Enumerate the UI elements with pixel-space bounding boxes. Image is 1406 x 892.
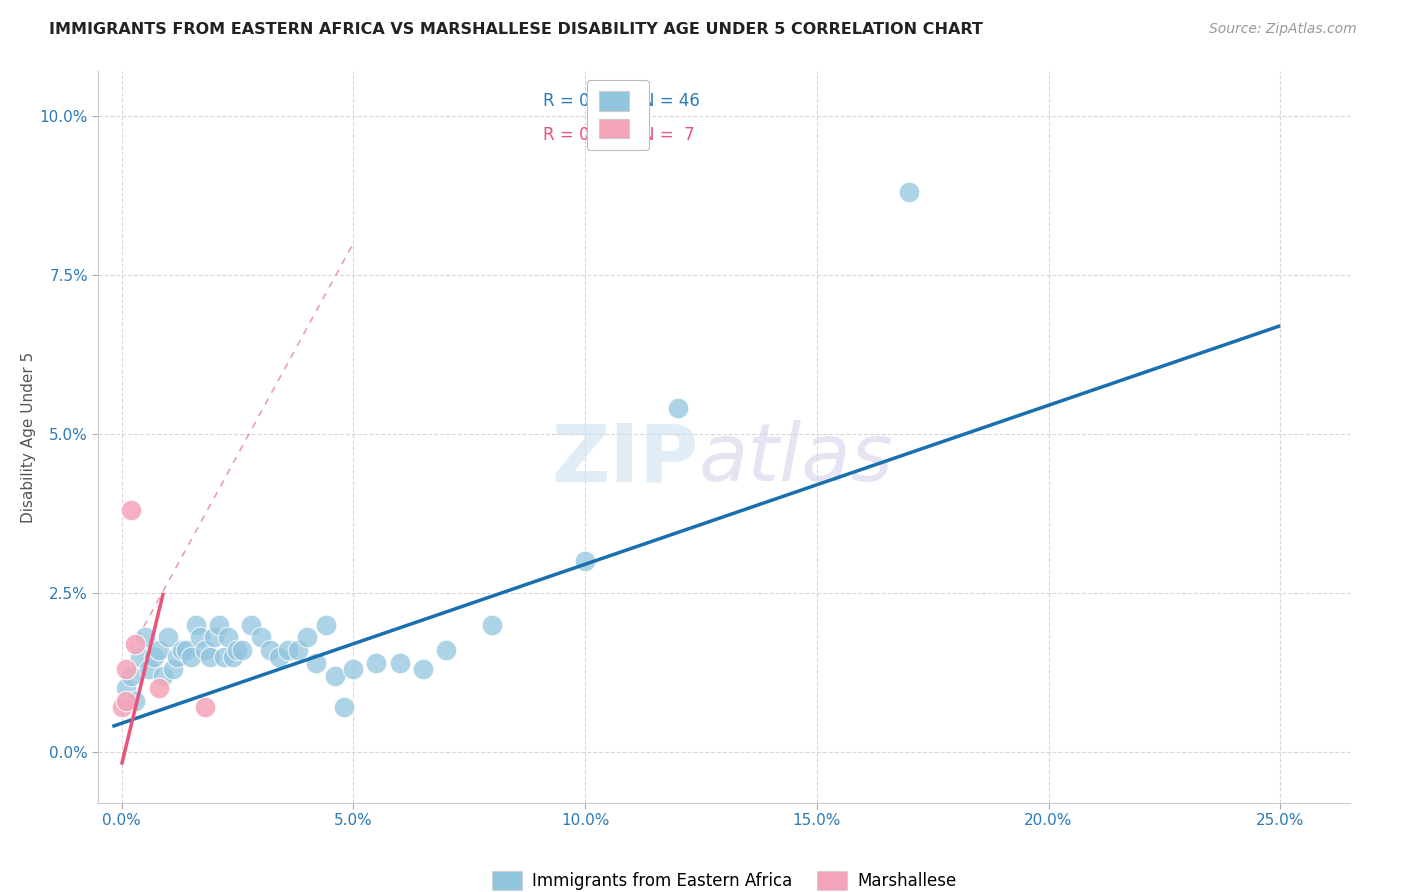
Text: atlas: atlas	[699, 420, 894, 498]
Point	[295, 631, 318, 645]
Point	[222, 649, 245, 664]
Point	[170, 643, 193, 657]
Point	[305, 656, 328, 670]
Point	[388, 656, 411, 670]
Point	[240, 617, 263, 632]
Point	[120, 668, 142, 682]
Point	[134, 631, 156, 645]
Point	[269, 649, 291, 664]
Point	[277, 643, 299, 657]
Point	[226, 643, 249, 657]
Point	[249, 631, 271, 645]
Point	[194, 643, 217, 657]
Point	[129, 649, 152, 664]
Point	[143, 649, 166, 664]
Legend: Immigrants from Eastern Africa, Marshallese: Immigrants from Eastern Africa, Marshall…	[484, 863, 965, 892]
Point	[115, 662, 138, 676]
Point	[333, 700, 356, 714]
Point	[166, 649, 188, 664]
Text: Source: ZipAtlas.com: Source: ZipAtlas.com	[1209, 22, 1357, 37]
Point	[574, 554, 596, 568]
Point	[208, 617, 231, 632]
Point	[287, 643, 309, 657]
Point	[162, 662, 184, 676]
Point	[148, 643, 170, 657]
Point	[212, 649, 235, 664]
Point	[138, 662, 160, 676]
Point	[184, 617, 207, 632]
Point	[231, 643, 253, 657]
Point	[110, 700, 132, 714]
Point	[666, 401, 689, 416]
Point	[898, 185, 921, 199]
Point	[481, 617, 503, 632]
Point	[434, 643, 457, 657]
Point	[217, 631, 239, 645]
Point	[194, 700, 217, 714]
Point	[315, 617, 337, 632]
Point	[152, 668, 174, 682]
Y-axis label: Disability Age Under 5: Disability Age Under 5	[21, 351, 37, 523]
Point	[342, 662, 364, 676]
Point	[180, 649, 202, 664]
Point	[323, 668, 346, 682]
Point	[176, 643, 198, 657]
Point	[115, 694, 138, 708]
Point	[259, 643, 281, 657]
Point	[124, 694, 146, 708]
Point	[115, 681, 138, 696]
Point	[198, 649, 221, 664]
Point	[412, 662, 434, 676]
Text: IMMIGRANTS FROM EASTERN AFRICA VS MARSHALLESE DISABILITY AGE UNDER 5 CORRELATION: IMMIGRANTS FROM EASTERN AFRICA VS MARSHA…	[49, 22, 983, 37]
Point	[366, 656, 388, 670]
Text: ZIP: ZIP	[551, 420, 699, 498]
Point	[148, 681, 170, 696]
Text: R = 0.659   N = 46: R = 0.659 N = 46	[543, 92, 700, 110]
Point	[120, 503, 142, 517]
Point	[190, 631, 212, 645]
Text: R = 0.565   N =  7: R = 0.565 N = 7	[543, 126, 695, 145]
Point	[124, 637, 146, 651]
Point	[156, 631, 179, 645]
Point	[202, 631, 225, 645]
